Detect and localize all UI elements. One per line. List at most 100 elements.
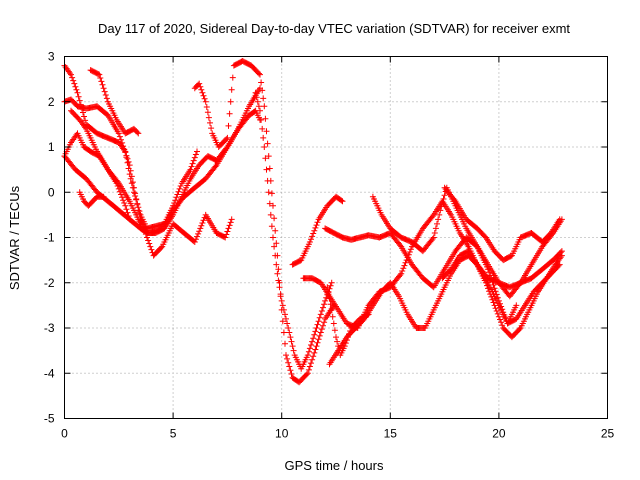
x-tick-label: 20 bbox=[492, 427, 506, 441]
data-point bbox=[485, 266, 491, 273]
data-point bbox=[488, 275, 495, 282]
data-point bbox=[196, 228, 203, 235]
data-point bbox=[271, 243, 278, 250]
data-point bbox=[328, 279, 335, 286]
series-track bbox=[439, 248, 563, 327]
data-point bbox=[436, 211, 443, 218]
data-point bbox=[326, 295, 333, 302]
data-point bbox=[317, 311, 324, 318]
data-point bbox=[226, 110, 233, 117]
data-point bbox=[128, 180, 135, 187]
data-point bbox=[397, 242, 404, 249]
data-point bbox=[399, 268, 406, 274]
data-point bbox=[315, 318, 322, 325]
data-point bbox=[129, 179, 136, 186]
data-point bbox=[120, 197, 127, 204]
x-tick-label: 10 bbox=[275, 427, 289, 441]
data-point bbox=[282, 340, 288, 347]
data-point bbox=[75, 93, 82, 100]
data-point bbox=[258, 79, 265, 86]
data-point bbox=[200, 92, 207, 99]
data-point bbox=[335, 343, 342, 350]
data-point bbox=[224, 134, 231, 141]
data-point bbox=[285, 359, 292, 366]
data-point bbox=[123, 154, 130, 161]
data-point bbox=[310, 353, 317, 360]
data-point bbox=[197, 225, 204, 232]
y-axis-label: SDTVAR / TECUs bbox=[7, 185, 22, 290]
data-point bbox=[306, 363, 313, 370]
y-tick-label: 2 bbox=[48, 95, 55, 109]
data-point bbox=[439, 199, 446, 206]
data-point bbox=[310, 335, 317, 342]
data-point bbox=[192, 151, 199, 158]
data-point bbox=[312, 328, 319, 335]
data-point bbox=[309, 356, 316, 363]
data-point bbox=[78, 105, 85, 112]
data-point bbox=[339, 198, 346, 205]
data-point bbox=[402, 259, 409, 266]
data-point bbox=[434, 220, 440, 227]
y-tick-label: -5 bbox=[44, 412, 55, 426]
data-point bbox=[491, 285, 498, 292]
data-point bbox=[199, 220, 206, 226]
data-point bbox=[320, 322, 326, 329]
data-point bbox=[271, 215, 278, 222]
data-point bbox=[283, 352, 289, 359]
data-point bbox=[492, 305, 499, 312]
data-point bbox=[287, 334, 294, 341]
data-point bbox=[280, 306, 287, 313]
plot-frame bbox=[64, 56, 608, 419]
data-point bbox=[287, 367, 294, 374]
data-point bbox=[116, 133, 123, 140]
data-point bbox=[228, 216, 235, 223]
data-point bbox=[262, 115, 269, 122]
data-point bbox=[498, 319, 505, 326]
data-point bbox=[99, 81, 106, 88]
data-point bbox=[316, 314, 323, 321]
data-point bbox=[134, 200, 141, 207]
data-point bbox=[435, 216, 442, 223]
data-point bbox=[516, 281, 523, 288]
y-tick-label: -1 bbox=[44, 231, 55, 245]
data-point bbox=[227, 219, 234, 226]
series-track bbox=[87, 67, 142, 137]
data-point bbox=[268, 190, 275, 197]
data-point bbox=[314, 219, 321, 226]
data-point bbox=[311, 349, 318, 356]
y-tick-label: -3 bbox=[44, 321, 55, 335]
data-point bbox=[328, 306, 335, 313]
data-point bbox=[317, 329, 324, 336]
data-point bbox=[274, 270, 281, 277]
data-point bbox=[347, 328, 354, 334]
data-point bbox=[123, 206, 130, 213]
data-point bbox=[320, 304, 326, 311]
data-point bbox=[261, 103, 268, 110]
data-point bbox=[196, 80, 203, 87]
data-point bbox=[556, 216, 563, 223]
data-point bbox=[133, 196, 140, 203]
data-point bbox=[68, 71, 74, 78]
data-point bbox=[343, 337, 350, 344]
data-point bbox=[115, 130, 122, 137]
data-point bbox=[430, 234, 437, 241]
y-tick-label: 0 bbox=[48, 185, 55, 199]
data-point bbox=[288, 338, 295, 345]
data-point bbox=[304, 352, 311, 359]
data-point bbox=[260, 95, 267, 102]
data-point bbox=[212, 163, 219, 170]
data-point bbox=[158, 244, 165, 251]
data-point bbox=[227, 98, 234, 105]
series-track bbox=[441, 184, 563, 264]
data-point bbox=[223, 145, 230, 152]
data-point bbox=[148, 246, 155, 253]
data-point bbox=[364, 312, 371, 318]
data-point bbox=[276, 284, 283, 291]
series-track bbox=[289, 193, 346, 268]
data-point bbox=[265, 189, 272, 196]
data-point bbox=[198, 222, 205, 229]
data-point bbox=[258, 116, 265, 123]
data-point bbox=[437, 207, 444, 214]
data-point bbox=[400, 265, 407, 272]
data-point bbox=[266, 165, 273, 172]
